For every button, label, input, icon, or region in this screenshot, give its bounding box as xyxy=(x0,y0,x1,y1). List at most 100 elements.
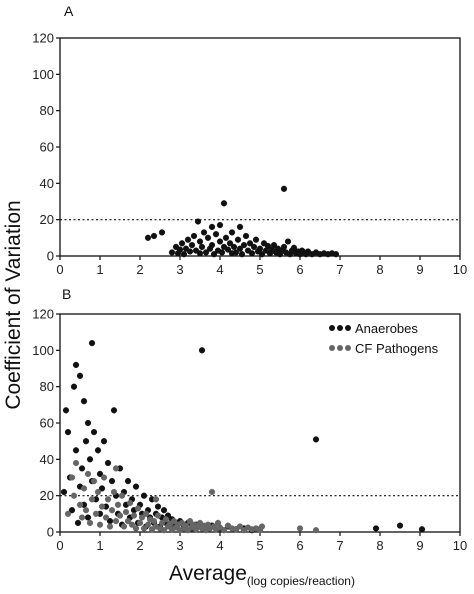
panel-b-cf-pathogens-point xyxy=(158,519,166,527)
panel-a-x-tick-label: 5 xyxy=(256,262,263,277)
panel-b-x-tick-label: 3 xyxy=(176,538,183,553)
panel-a-series-1-point xyxy=(194,218,202,225)
panel-a-series-1-point xyxy=(190,232,198,240)
panel-a-series-1-point xyxy=(218,249,226,256)
panel-b-cf-pathogens-point xyxy=(124,517,132,525)
panel-b-cf-pathogens-point xyxy=(72,459,80,467)
panel-b-legend-marker-anaerobes xyxy=(337,325,343,331)
panel-a-letter: A xyxy=(64,3,74,19)
panel-b-cf-pathogens-point xyxy=(186,517,194,525)
panel-b-cf-pathogens-point xyxy=(122,508,130,516)
panel-b-y-tick-label: 120 xyxy=(32,307,54,322)
panel-b-cf-pathogens-point xyxy=(144,521,152,528)
panel-b-x-tick-label: 10 xyxy=(453,538,467,553)
panel-b-cf-pathogens-point xyxy=(110,488,118,496)
panel-a-y-tick-label: 0 xyxy=(47,249,54,264)
panel-a-series-1-point xyxy=(144,234,152,241)
panel-a-series-1-point xyxy=(216,222,224,229)
panel-a-series-1-point xyxy=(196,238,204,245)
panel-b-cf-pathogens-point xyxy=(120,523,128,530)
panel-b-anaerobes-point xyxy=(132,483,140,490)
panel-b-anaerobes-point xyxy=(80,398,88,405)
panel-b-y-tick-label: 100 xyxy=(32,343,54,358)
panel-b-cf-pathogens-point xyxy=(102,514,110,521)
panel-b-cf-pathogens-point xyxy=(170,517,178,525)
panel-a-series-1-point xyxy=(256,245,264,252)
panel-b-cf-pathogens-point xyxy=(152,496,160,503)
panel-b-anaerobes-point xyxy=(154,503,162,510)
panel-a-series-1-point xyxy=(216,238,224,245)
panel-a-series-1-point xyxy=(246,240,254,247)
panel-a-series-1-point xyxy=(264,242,272,250)
panel-b-cf-pathogens-point xyxy=(142,510,150,517)
panel-a-series-1-point xyxy=(220,200,228,207)
panel-b-anaerobes-point xyxy=(74,519,82,527)
panel-b-cf-pathogens-point xyxy=(96,521,104,528)
panel-a-y-tick-label: 120 xyxy=(32,31,54,46)
panel-a-series-1-point xyxy=(332,251,340,258)
panel-b-anaerobes-point xyxy=(84,514,92,521)
panel-a-series-1-point xyxy=(290,244,298,251)
panel-b-chart: B 0 20 40 60 80 100 120 0 1 2 3 4 5 6 7 8 9 10 Anaerobes CF… xyxy=(32,286,467,553)
panel-a-series-1-point xyxy=(178,240,186,247)
panel-b-cf-pathogens-point xyxy=(112,465,120,472)
panel-b-y-tick-label: 80 xyxy=(40,379,54,394)
panel-b-x-tick-label: 0 xyxy=(56,538,63,553)
panel-a-plot-frame xyxy=(59,37,461,257)
panel-a-series-1-point xyxy=(180,251,188,258)
panel-b-cf-pathogens-point xyxy=(220,527,228,534)
panel-a-series-1-point xyxy=(242,232,250,240)
panel-b-cf-pathogens-point xyxy=(118,492,126,499)
panel-b-anaerobes-point xyxy=(72,361,80,369)
panel-b-cf-pathogens-point xyxy=(76,501,84,508)
panel-b-y-tick-label: 40 xyxy=(40,452,54,467)
panel-a-x-tick-label: 0 xyxy=(56,262,63,277)
panel-a-series-1-point xyxy=(238,251,246,258)
panel-b-cf-pathogens-point xyxy=(162,516,170,523)
panel-a-y-tick-label: 40 xyxy=(40,176,54,191)
panel-b-anaerobes-point xyxy=(110,407,118,414)
panel-b-cf-pathogens-point xyxy=(98,503,106,510)
panel-a-series-1-point xyxy=(236,245,244,252)
panel-a-series-1-point xyxy=(236,223,244,231)
panel-a-series-1-point xyxy=(234,236,242,243)
panel-b-letter: B xyxy=(62,286,71,302)
panel-b-anaerobes-point xyxy=(90,429,98,436)
panel-b-anaerobes-point xyxy=(78,465,86,472)
x-axis-label-units: (log copies/reaction) xyxy=(247,574,355,588)
panel-b-anaerobes-point xyxy=(70,383,78,390)
panel-b-cf-pathogens-point xyxy=(116,512,124,519)
panel-a-series-1-point xyxy=(258,251,266,258)
panel-a-series-1-point xyxy=(188,242,196,249)
panel-b-cf-pathogens-point xyxy=(100,474,108,481)
panel-b-anaerobes-point xyxy=(88,340,96,347)
panel-a-series-1-point xyxy=(212,231,220,238)
panel-b-cf-pathogens-point xyxy=(112,517,120,525)
panel-b-cf-pathogens-point xyxy=(86,519,94,527)
panel-b-x-tick-label: 4 xyxy=(216,538,223,553)
panel-b-cf-pathogens-point xyxy=(64,510,72,517)
panel-a-x-tick-label: 9 xyxy=(416,262,423,277)
panel-b-anaerobes-point xyxy=(104,459,112,467)
panel-a-series-1-point xyxy=(248,250,256,257)
panel-a-y-tick-label: 60 xyxy=(40,140,54,155)
panel-a-series-1-point xyxy=(228,229,236,236)
panel-b-cf-pathogens-point xyxy=(106,523,114,530)
panel-b-anaerobes-point xyxy=(94,447,102,454)
panel-b-anaerobes-point xyxy=(160,507,168,514)
panel-b-legend-marker-cf-pathogens xyxy=(337,345,343,351)
panel-b-cf-pathogens-point xyxy=(92,510,100,517)
panel-a-series-1-point xyxy=(252,236,260,243)
panel-b-anaerobes-point xyxy=(86,456,94,463)
panel-b-anaerobes-point xyxy=(62,407,70,414)
panel-b-legend-label-anaerobes: Anaerobes xyxy=(355,321,418,336)
panel-b-x-tick-label: 6 xyxy=(296,538,303,553)
panel-a-series-1-point xyxy=(208,242,216,249)
panel-a-series-1-point xyxy=(226,240,234,247)
panel-b-anaerobes-point xyxy=(108,478,116,485)
panel-a-series-1-point xyxy=(158,229,166,236)
panel-b-cf-pathogens-point xyxy=(258,523,266,530)
panel-b-cf-pathogens-point xyxy=(138,514,146,521)
panel-a-x-tick-label: 1 xyxy=(96,262,103,277)
